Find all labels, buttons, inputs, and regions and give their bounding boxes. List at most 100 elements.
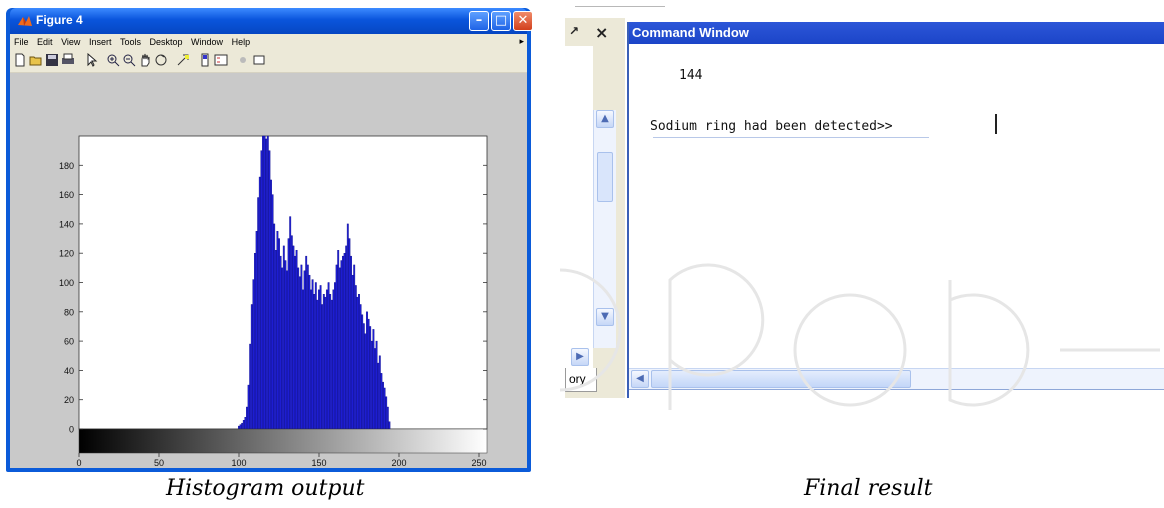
histogram-bar xyxy=(258,176,261,430)
histogram-bar xyxy=(302,289,304,430)
scroll-down-icon[interactable]: ▼ xyxy=(596,308,614,326)
menu-help[interactable]: Help xyxy=(231,37,251,47)
histogram-bar xyxy=(239,424,242,430)
histogram-bar xyxy=(274,250,277,430)
histogram-bar xyxy=(362,323,365,430)
history-list[interactable] xyxy=(565,46,593,368)
histogram-bar xyxy=(246,406,248,430)
pointer-icon[interactable] xyxy=(84,53,98,67)
histogram-bar xyxy=(335,264,338,430)
history-panel-header: ↗ × xyxy=(565,22,625,44)
histogram-bar xyxy=(321,304,324,430)
open-file-icon[interactable] xyxy=(29,53,43,67)
histogram-bar xyxy=(308,274,311,430)
menu-overflow-arrow-icon[interactable]: ▸ xyxy=(519,36,524,46)
y-tick-label: 120 xyxy=(59,249,74,259)
figure-window: Figure 4 – □ ✕ File Edit View Insert Too… xyxy=(6,8,533,472)
new-file-icon[interactable] xyxy=(13,53,27,67)
history-panel: ↗ × ▲ ▼ ▶ ory xyxy=(565,18,625,398)
y-tick-label: 100 xyxy=(59,278,74,288)
menu-tools[interactable]: Tools xyxy=(119,37,141,47)
histogram-bar xyxy=(282,245,285,430)
scroll-left-icon[interactable]: ◀ xyxy=(631,370,649,388)
histogram-bar xyxy=(305,255,308,430)
histogram-bar xyxy=(287,238,290,430)
histogram-bar xyxy=(281,267,284,430)
y-tick-label: 0 xyxy=(69,425,74,435)
y-tick-label: 160 xyxy=(59,190,74,200)
menu-view[interactable]: View xyxy=(61,37,81,47)
histogram-bar xyxy=(351,274,354,430)
histogram-bar xyxy=(276,231,279,430)
vertical-scrollbar[interactable]: ▲ ▼ xyxy=(593,110,616,348)
text-caret xyxy=(995,114,997,134)
histogram-bar xyxy=(266,135,269,430)
caption-histogram: Histogram output xyxy=(166,476,365,501)
histogram-bar xyxy=(346,223,349,430)
menu-desktop[interactable]: Desktop xyxy=(149,37,183,47)
histogram-bar xyxy=(319,285,322,430)
colorbar-icon[interactable] xyxy=(198,53,212,67)
print-icon[interactable] xyxy=(61,53,75,67)
histogram-bar xyxy=(270,179,272,430)
zoom-in-icon[interactable] xyxy=(106,53,120,67)
zoom-out-icon[interactable] xyxy=(122,53,136,67)
maximize-icon[interactable]: □ xyxy=(491,11,511,31)
undock-icon[interactable]: ↗ xyxy=(569,24,580,38)
menu-insert[interactable]: Insert xyxy=(88,37,112,47)
histogram-bar xyxy=(249,343,252,430)
figure-titlebar[interactable]: Figure 4 – □ ✕ xyxy=(10,8,533,34)
histogram-bar xyxy=(284,260,287,430)
histogram-bar xyxy=(334,282,336,430)
histogram-bar xyxy=(382,381,384,430)
command-window[interactable]: Command Window 144 Sodium ring had been … xyxy=(627,22,1164,398)
x-tick-label: 100 xyxy=(231,458,246,468)
menu-file[interactable]: File xyxy=(14,37,29,47)
histogram-bar xyxy=(366,311,368,430)
figure-client-area: File Edit View Insert Tools Desktop Wind… xyxy=(10,34,527,468)
caption-result: Final result xyxy=(804,476,933,501)
close-icon[interactable]: ✕ xyxy=(513,11,533,31)
y-tick-label: 60 xyxy=(64,337,74,347)
command-prompt-line[interactable]: Sodium ring had been detected>> xyxy=(650,119,901,134)
minimize-icon[interactable]: – xyxy=(469,11,489,31)
histogram-bar xyxy=(353,264,356,430)
histogram-bar xyxy=(324,296,327,430)
data-cursor-icon[interactable] xyxy=(176,53,190,67)
histogram-bar xyxy=(313,294,316,430)
pan-icon[interactable] xyxy=(138,53,152,67)
rotate-3d-icon[interactable] xyxy=(154,53,168,67)
x-tick-label: 0 xyxy=(76,458,81,468)
hide-plot-tools-icon[interactable] xyxy=(236,53,250,67)
scroll-right-icon[interactable]: ▶ xyxy=(571,348,589,366)
histogram-bar xyxy=(265,138,268,430)
save-icon[interactable] xyxy=(45,53,59,67)
histogram-bar xyxy=(354,285,357,430)
histogram-bar xyxy=(380,373,383,430)
histogram-bar xyxy=(340,260,343,430)
histogram-bar xyxy=(378,355,381,430)
menu-window[interactable]: Window xyxy=(191,37,224,47)
histogram-bar xyxy=(383,387,386,430)
histogram-bar xyxy=(374,348,376,430)
histogram-bar xyxy=(252,279,255,430)
legend-icon[interactable] xyxy=(214,53,228,67)
histogram-bar xyxy=(271,194,274,430)
watermark-shapes xyxy=(559,263,1160,410)
histogram-bar xyxy=(356,296,359,430)
panel-close-icon[interactable]: × xyxy=(595,23,609,42)
histogram-bar xyxy=(364,333,367,430)
histogram-bar xyxy=(385,396,388,430)
menu-edit[interactable]: Edit xyxy=(37,37,53,47)
histogram-bar xyxy=(262,135,264,430)
histogram-bar xyxy=(297,267,300,430)
histogram-bar xyxy=(348,238,351,430)
scroll-up-icon[interactable]: ▲ xyxy=(596,110,614,128)
histogram-bar xyxy=(342,255,344,430)
histogram-bar xyxy=(375,340,378,430)
show-plot-tools-icon[interactable] xyxy=(252,53,266,67)
histogram-bar xyxy=(345,245,348,430)
scrollbar-thumb[interactable] xyxy=(597,152,613,202)
histogram-bar xyxy=(279,255,282,430)
histogram-bar xyxy=(310,289,312,430)
